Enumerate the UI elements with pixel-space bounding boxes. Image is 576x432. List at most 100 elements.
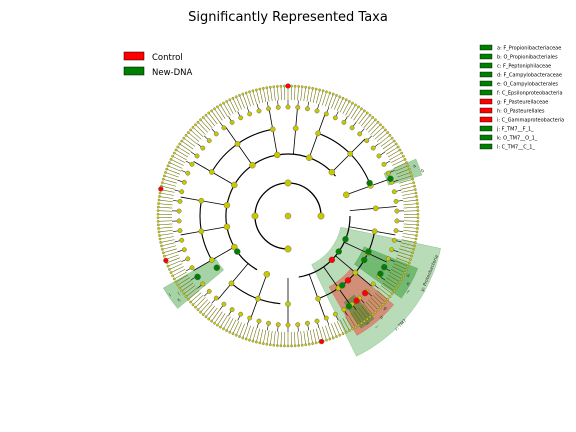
leaf-stem bbox=[159, 192, 174, 196]
leaf-tip bbox=[161, 251, 165, 255]
leaf-tip bbox=[248, 90, 251, 94]
branch-spoke bbox=[211, 246, 235, 261]
phylum-arc-left bbox=[225, 194, 258, 271]
leaf-tip bbox=[182, 136, 186, 140]
leaf-stem bbox=[339, 99, 347, 113]
leaf-tip bbox=[265, 342, 269, 346]
branch-spoke bbox=[308, 133, 319, 158]
key-swatch-e bbox=[479, 80, 493, 87]
leaf-tip bbox=[238, 94, 241, 97]
leaf-stem bbox=[319, 327, 324, 342]
leaf-stem bbox=[273, 86, 276, 101]
node bbox=[213, 131, 219, 137]
leaf-stem bbox=[200, 119, 211, 131]
leaf-tip bbox=[168, 268, 171, 271]
leaf-stem bbox=[345, 102, 353, 116]
node bbox=[256, 318, 262, 324]
leaf-tip bbox=[400, 151, 404, 155]
branch-spoke bbox=[231, 263, 249, 284]
leaf-stem bbox=[270, 87, 273, 102]
node bbox=[306, 154, 313, 161]
leaf-stem bbox=[328, 324, 334, 338]
branch-spoke bbox=[211, 171, 235, 186]
key-label-h: h: O_Pasteurellales bbox=[497, 109, 545, 115]
leaf-stem bbox=[306, 87, 310, 102]
node bbox=[247, 315, 253, 321]
leaf-tip bbox=[210, 319, 213, 323]
leaf-tip bbox=[251, 339, 255, 343]
leaf-stem bbox=[226, 101, 234, 114]
leaf-tip bbox=[365, 317, 369, 321]
leaf-tip bbox=[406, 264, 410, 268]
leaf-stem bbox=[223, 102, 231, 116]
leaf-stem bbox=[345, 316, 353, 330]
leaf-stem bbox=[263, 329, 267, 344]
node bbox=[376, 153, 382, 159]
leaf-tip bbox=[351, 101, 354, 105]
sector-letter-g: g bbox=[382, 306, 388, 312]
leaf-tip bbox=[196, 308, 200, 312]
leaf-stem bbox=[372, 127, 384, 138]
node bbox=[200, 281, 206, 287]
leaf-stem bbox=[389, 271, 402, 280]
leaf-stem bbox=[303, 87, 306, 102]
leaf-stem bbox=[360, 305, 371, 318]
sector-letter-b: b bbox=[420, 168, 425, 175]
leaf-stem bbox=[294, 331, 296, 346]
key-swatch-h bbox=[479, 107, 493, 114]
leaf-stem bbox=[384, 280, 397, 289]
leaf-stem bbox=[167, 260, 182, 267]
leaf-stem bbox=[380, 285, 393, 295]
leaf-tip bbox=[201, 116, 205, 119]
leaf-stem bbox=[161, 185, 176, 190]
leaf-stem bbox=[220, 314, 228, 328]
leaf-stem bbox=[266, 330, 270, 345]
leaf-stem bbox=[266, 87, 270, 102]
leaf-tip bbox=[194, 305, 197, 309]
node bbox=[208, 169, 215, 175]
leaf-tip bbox=[216, 105, 219, 109]
leaf-stem bbox=[342, 318, 350, 331]
leaf-tip bbox=[411, 177, 415, 181]
node bbox=[372, 205, 379, 212]
branch-spoke bbox=[367, 252, 387, 263]
leaf-tip bbox=[413, 188, 417, 191]
node bbox=[231, 181, 238, 189]
leaf-stem bbox=[393, 263, 407, 270]
node bbox=[357, 131, 363, 137]
node bbox=[352, 269, 359, 276]
leaf-tip bbox=[416, 219, 420, 223]
node-new-dna bbox=[335, 248, 342, 255]
leaf-tip bbox=[406, 164, 410, 168]
leaf-tip bbox=[283, 84, 286, 88]
leaf-tip bbox=[272, 343, 276, 347]
leaf-stem bbox=[270, 330, 273, 345]
leaf-tip bbox=[405, 161, 408, 164]
leaf-stem bbox=[226, 318, 234, 331]
leaf-stem bbox=[214, 311, 223, 324]
branch-spoke bbox=[349, 138, 366, 155]
leaf-tip bbox=[396, 145, 400, 149]
leaf-stem bbox=[179, 143, 192, 152]
leaf-stem bbox=[403, 206, 418, 209]
leaf-tip bbox=[164, 171, 167, 174]
leaf-tip bbox=[390, 292, 394, 296]
leaf-stem bbox=[208, 307, 218, 320]
leaf-stem bbox=[167, 165, 182, 172]
leaf-tip bbox=[304, 343, 308, 347]
taxa-key-legend: a: F_Propionibacteriaceae b: O_Propioniba… bbox=[479, 44, 564, 151]
leaf-tip bbox=[368, 315, 372, 319]
leaf-tip bbox=[297, 85, 300, 88]
leaf-tip bbox=[213, 321, 216, 325]
group-legend: Control New-DNA bbox=[123, 51, 193, 78]
leaf-tip bbox=[325, 338, 328, 342]
node bbox=[263, 271, 270, 278]
node bbox=[194, 153, 200, 159]
leaf-stem bbox=[158, 203, 173, 206]
leaf-stem bbox=[158, 206, 173, 209]
leaf-tip bbox=[286, 344, 290, 348]
leaf-stem bbox=[242, 94, 248, 108]
branch-spoke bbox=[293, 128, 297, 155]
leaf-stem bbox=[211, 110, 221, 123]
node bbox=[189, 161, 195, 167]
